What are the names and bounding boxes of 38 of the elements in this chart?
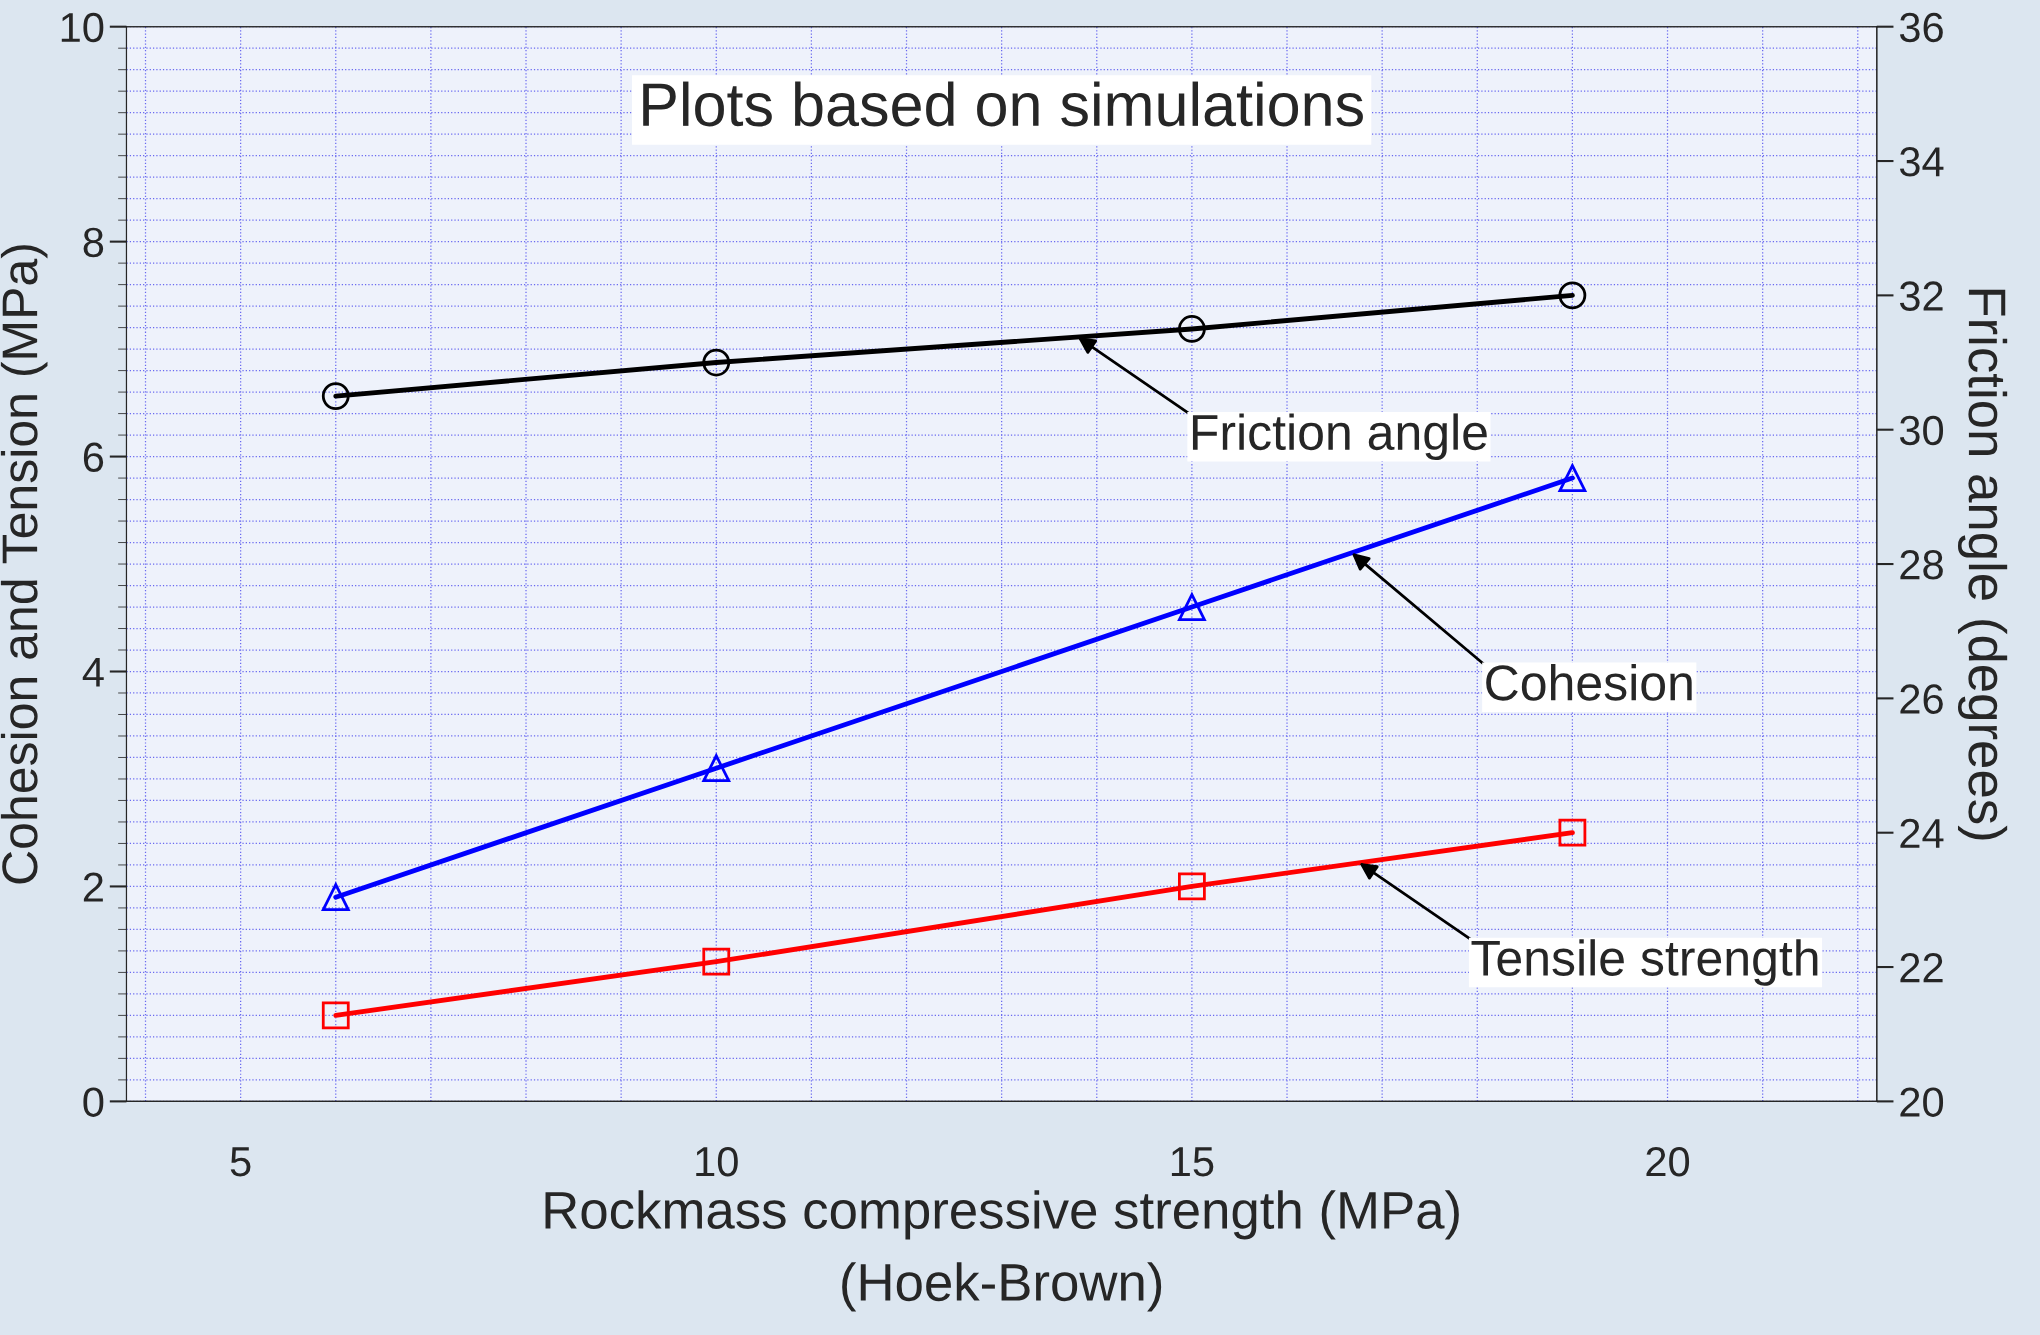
y-tick-label: 6 [83, 442, 104, 473]
x-tick-label: 15 [1171, 1147, 1214, 1177]
x-tick-label: 10 [696, 1146, 738, 1177]
y-axis-title: Cohesion and Tension (MPa) [0, 245, 48, 884]
point [1558, 464, 1587, 492]
x-axis-title: Rockmass compressive strength (MPa) (Hoek-Brown) [545, 1190, 1459, 1312]
y2-tick-label: 32 [1899, 281, 1943, 311]
text: Plots based on simulations [643, 81, 1363, 127]
y-tick-label: 2 [83, 872, 103, 902]
point [702, 947, 731, 976]
series-label: Tensile strength [1471, 939, 1818, 986]
y-tick-label: 10 [61, 12, 104, 43]
point [321, 382, 350, 411]
y2-tick-label: 30 [1899, 415, 1944, 446]
x-tick-label: 20 [1646, 1146, 1690, 1177]
y2-tick-label: 28 [1900, 550, 1943, 580]
text: Cohesion [1486, 663, 1692, 701]
y2-tick-label: 26 [1900, 684, 1943, 714]
y-tick-label: 4 [82, 657, 104, 687]
point [1178, 872, 1206, 901]
point [321, 1001, 350, 1030]
point [1178, 315, 1206, 343]
series-label: Friction angle [1192, 413, 1487, 461]
y2-tick-label: 24 [1900, 818, 1944, 848]
y2-tick-label: 22 [1900, 953, 1943, 983]
y-tick-label: 0 [83, 1087, 104, 1117]
point [1558, 818, 1587, 847]
y2-axis-title: Friction angle (degrees) [1957, 289, 2008, 840]
point [1178, 593, 1206, 621]
y2-tick-label: 36 [1899, 12, 1943, 43]
y-tick-label: 8 [83, 227, 104, 258]
x-tick-label: 5 [230, 1147, 251, 1177]
point [702, 348, 731, 377]
point [1558, 281, 1587, 310]
y2-tick-label: 34 [1899, 147, 1944, 177]
y2-tick-label: 20 [1900, 1087, 1944, 1117]
point [702, 754, 731, 783]
point [321, 883, 350, 912]
